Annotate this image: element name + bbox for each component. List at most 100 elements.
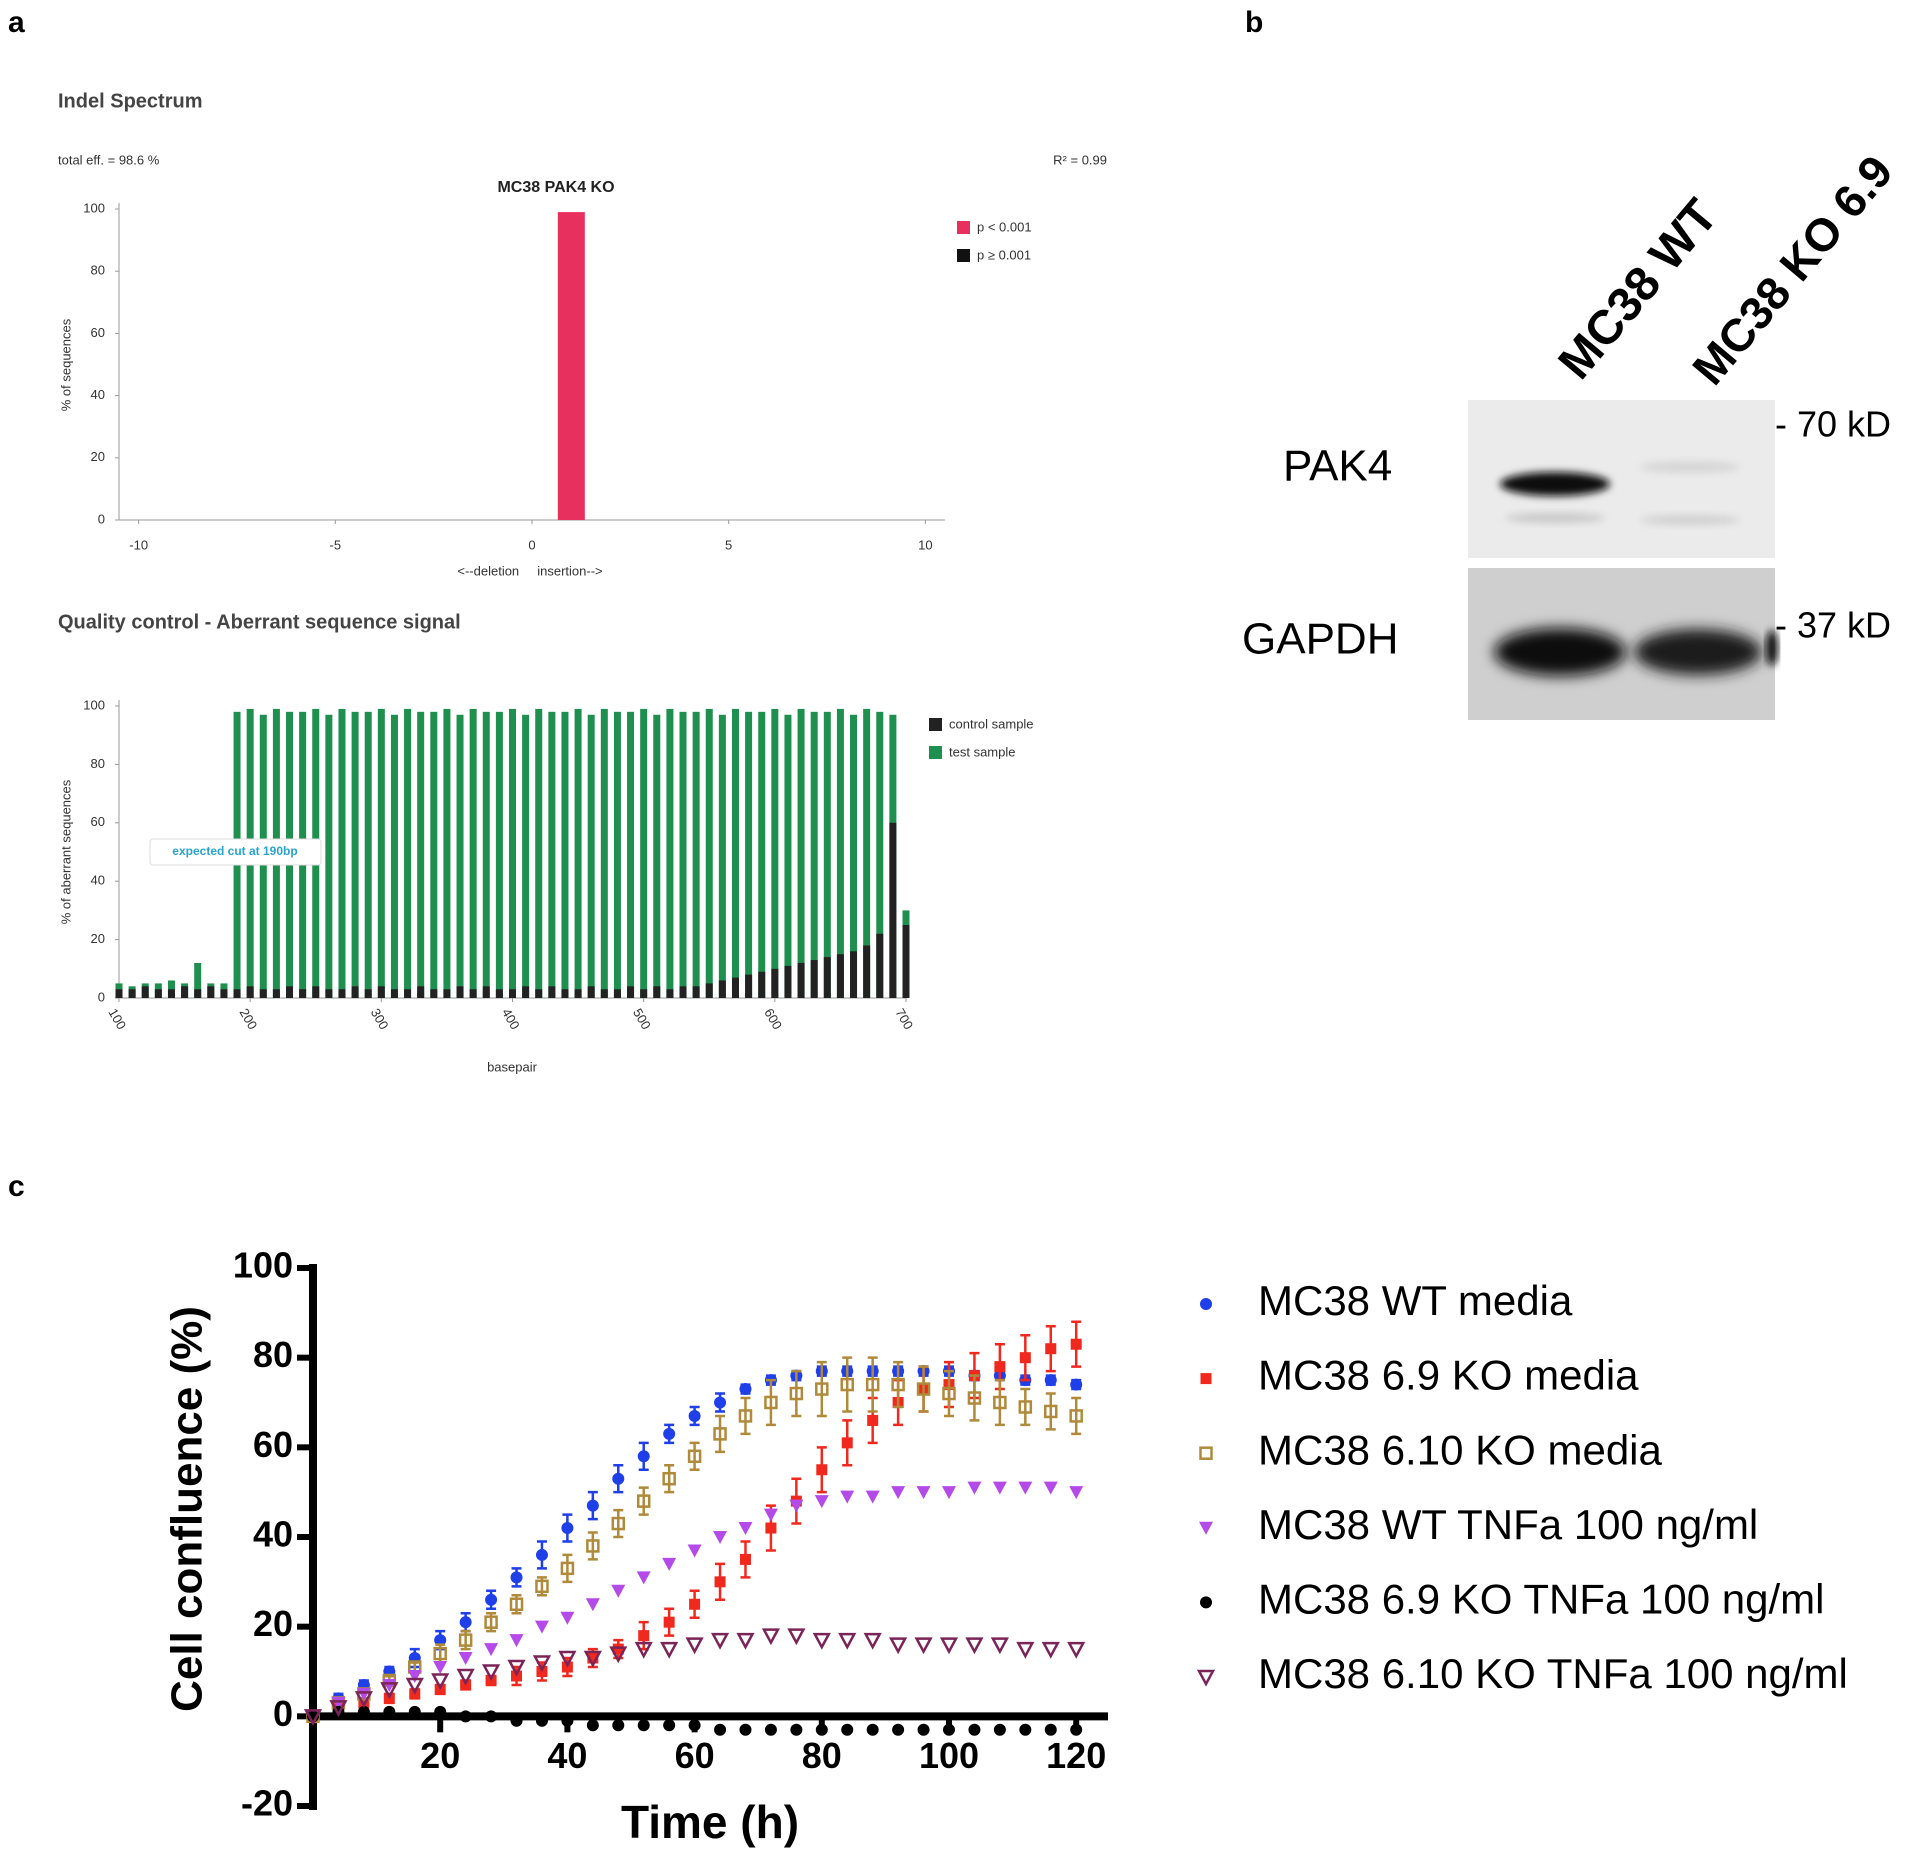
point [612, 1719, 625, 1732]
bar [154, 989, 162, 998]
bar [128, 989, 136, 998]
row-label: GAPDH [1242, 615, 1398, 664]
error-bar [969, 1374, 980, 1422]
bar [653, 714, 661, 998]
bar [430, 989, 438, 998]
point [1018, 1400, 1033, 1414]
point [993, 1395, 1007, 1410]
point [1199, 1521, 1213, 1535]
legend-label: MC38 6.9 KO TNFa 100 ng/ml [1258, 1575, 1824, 1622]
x-tick-label: 0 [528, 537, 535, 552]
legend-label: p < 0.001 [977, 219, 1032, 234]
point [994, 1361, 1006, 1373]
bar [390, 989, 398, 998]
point [761, 1628, 781, 1646]
point [458, 1633, 473, 1647]
bar [823, 711, 831, 998]
series [307, 1320, 1082, 1722]
bar [522, 986, 530, 998]
bar [548, 711, 556, 998]
bar [613, 989, 621, 998]
point [713, 1531, 728, 1544]
point [1044, 1404, 1058, 1419]
bar [836, 954, 844, 998]
y-tick-label: 100 [83, 200, 105, 215]
bar [469, 989, 477, 998]
point [967, 1481, 982, 1495]
bar [404, 989, 412, 998]
point [840, 1377, 854, 1392]
bar [495, 711, 503, 998]
error-bar [918, 1365, 929, 1413]
point [814, 1495, 829, 1509]
bar [246, 986, 254, 998]
point [738, 1522, 753, 1536]
point [1069, 1409, 1083, 1423]
blot-band [1494, 628, 1626, 676]
y-tick-label: 80 [253, 1334, 293, 1375]
x-tick-label: 100 [105, 1006, 129, 1032]
point [535, 1579, 549, 1594]
point [1019, 1352, 1031, 1364]
western-blot [1468, 400, 1778, 720]
point [789, 1386, 804, 1401]
bar [745, 711, 753, 998]
bar [666, 989, 674, 998]
point [485, 1710, 498, 1723]
bar [364, 711, 372, 998]
bar [876, 711, 884, 998]
point [1043, 1481, 1058, 1495]
point [535, 1714, 548, 1727]
bar [417, 986, 425, 998]
point [1196, 1669, 1216, 1687]
error-bar [842, 1356, 853, 1413]
bar [679, 986, 687, 998]
point [840, 1490, 855, 1504]
point [663, 1427, 676, 1440]
y-tick-label: 80 [91, 756, 105, 771]
point [968, 1723, 981, 1736]
bar [207, 986, 215, 998]
point [689, 1598, 701, 1610]
annotation: expected cut at 190bp [172, 844, 297, 858]
point [586, 1719, 599, 1732]
point [1041, 1641, 1060, 1659]
y-axis-label: % of aberrant sequences [58, 779, 73, 924]
point [663, 1719, 676, 1732]
point [510, 1714, 523, 1727]
point [765, 1522, 777, 1534]
point [408, 1705, 421, 1718]
bar [640, 989, 648, 998]
point [636, 1571, 651, 1585]
error-bar [765, 1378, 776, 1427]
bar [600, 989, 608, 998]
point [560, 1561, 575, 1576]
x-tick-label: -5 [330, 537, 342, 552]
point [1070, 1378, 1083, 1391]
bar [325, 989, 333, 998]
point [481, 1664, 501, 1682]
point [380, 1682, 399, 1700]
point [456, 1668, 475, 1686]
point [891, 1486, 906, 1500]
point [867, 1414, 879, 1426]
point [560, 1611, 575, 1625]
size-marker: - 70 kD [1775, 404, 1891, 445]
bar [574, 708, 582, 998]
bar [613, 711, 621, 998]
error-bar [816, 1360, 827, 1418]
x-tick-label: 40 [547, 1735, 587, 1776]
point [1044, 1374, 1057, 1387]
y-tick-label: 0 [273, 1693, 293, 1734]
point [738, 1409, 753, 1423]
error-bar [1020, 1387, 1031, 1427]
point [815, 1723, 828, 1736]
bar [863, 708, 871, 998]
point [663, 1616, 675, 1628]
bar [784, 965, 792, 998]
panel-letter: a [8, 6, 25, 39]
bar [561, 711, 569, 998]
error-bar [867, 1356, 878, 1413]
legend-label: control sample [949, 716, 1034, 731]
bar [876, 933, 884, 998]
